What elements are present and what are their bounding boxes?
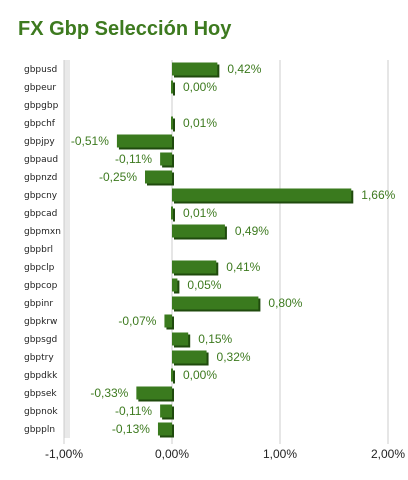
data-label: -0,51% [71, 134, 109, 148]
x-tick-label: 2,00% [371, 447, 405, 461]
data-label: 1,66% [361, 188, 395, 202]
bar [172, 350, 207, 364]
category-label: gbpnzd [24, 173, 57, 183]
bar [171, 206, 173, 220]
bar-shadow [173, 208, 175, 222]
data-label: 0,00% [183, 368, 217, 382]
data-label: -0,11% [115, 404, 152, 418]
category-label: gbpclp [24, 263, 55, 273]
data-label: 0,01% [183, 116, 217, 130]
category-label: gbpinr [24, 299, 53, 309]
bar-shadow [173, 82, 175, 96]
data-label: 0,01% [183, 206, 217, 220]
category-label: gbpbrl [24, 245, 53, 255]
category-label: gbpusd [24, 65, 57, 75]
category-label: gbpdkk [24, 371, 58, 381]
bar [116, 134, 172, 148]
category-label: gbpcad [24, 209, 57, 219]
category-label: gbpsgd [24, 335, 57, 345]
data-label: 0,32% [217, 350, 251, 364]
bar [172, 260, 217, 274]
data-label: 0,42% [227, 62, 261, 76]
x-tick-label: 1,00% [263, 447, 297, 461]
bar [172, 332, 189, 346]
data-label: 0,41% [226, 260, 260, 274]
data-label: 0,05% [187, 278, 221, 292]
category-label: gbpeur [24, 83, 56, 93]
bar [172, 188, 352, 202]
chart-title: FX Gbp Selección Hoy [18, 18, 232, 40]
category-label: gbpjpy [24, 137, 55, 147]
data-label: -0,33% [90, 386, 128, 400]
category-label: gbpcny [24, 191, 58, 201]
bar [160, 404, 172, 418]
bar [172, 224, 225, 238]
bar [160, 152, 172, 166]
bar [172, 278, 178, 292]
bar [171, 116, 173, 130]
bar [171, 80, 173, 94]
data-label: 0,49% [235, 224, 269, 238]
bar-shadow [173, 118, 175, 132]
category-label: gbpchf [24, 119, 56, 129]
category-label: gbpgbp [24, 101, 59, 111]
bar [171, 368, 173, 382]
category-label: gbpmxn [24, 227, 61, 237]
data-label: -0,13% [112, 422, 150, 436]
category-label: gbpnok [24, 407, 58, 417]
category-label: gbpsek [24, 389, 57, 399]
data-label: -0,07% [118, 314, 156, 328]
data-label: -0,11% [115, 152, 152, 166]
bar [157, 422, 172, 436]
bar [172, 296, 259, 310]
data-label: 0,80% [268, 296, 302, 310]
data-label: 0,15% [198, 332, 232, 346]
category-label: gbpaud [24, 155, 58, 165]
x-tick-label: 0,00% [155, 447, 189, 461]
bar [164, 314, 172, 328]
bar [172, 62, 218, 76]
bar [145, 170, 172, 184]
category-label: gbptry [24, 353, 54, 363]
category-band [64, 60, 70, 438]
data-label: 0,00% [183, 80, 217, 94]
data-label: -0,25% [99, 170, 137, 184]
bar [136, 386, 172, 400]
x-tick-label: -1,00% [45, 447, 83, 461]
category-label: gbppln [24, 425, 55, 435]
category-label: gbpkrw [24, 317, 57, 327]
category-label: gbpcop [24, 281, 58, 291]
bar-shadow [173, 370, 175, 384]
